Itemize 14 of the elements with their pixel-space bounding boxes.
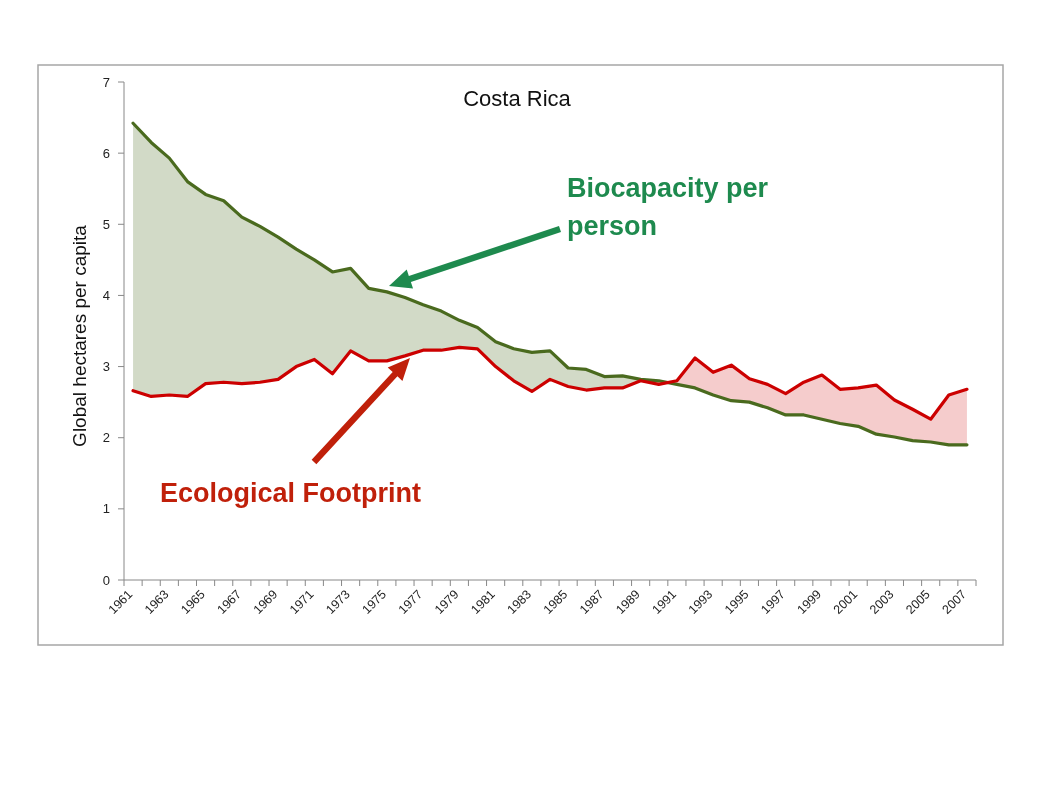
annotation: Ecological Footprint — [160, 478, 421, 508]
y-tick-label: 2 — [102, 430, 110, 446]
line-series — [131, 121, 969, 447]
y-axis-title: Global hectares per capita — [69, 224, 90, 447]
y-tick-label: 7 — [102, 74, 110, 90]
y-tick-label: 1 — [102, 501, 110, 517]
y-tick-label: 3 — [102, 359, 110, 375]
y-tick-label: 0 — [102, 572, 110, 588]
y-tick-label: 6 — [102, 145, 110, 161]
annotation: Biocapacity per person — [567, 173, 769, 241]
chart-title: Costa Rica — [463, 86, 572, 111]
line-series — [131, 345, 969, 421]
y-tick-label: 4 — [102, 287, 110, 303]
y-tick-label: 5 — [102, 216, 110, 232]
